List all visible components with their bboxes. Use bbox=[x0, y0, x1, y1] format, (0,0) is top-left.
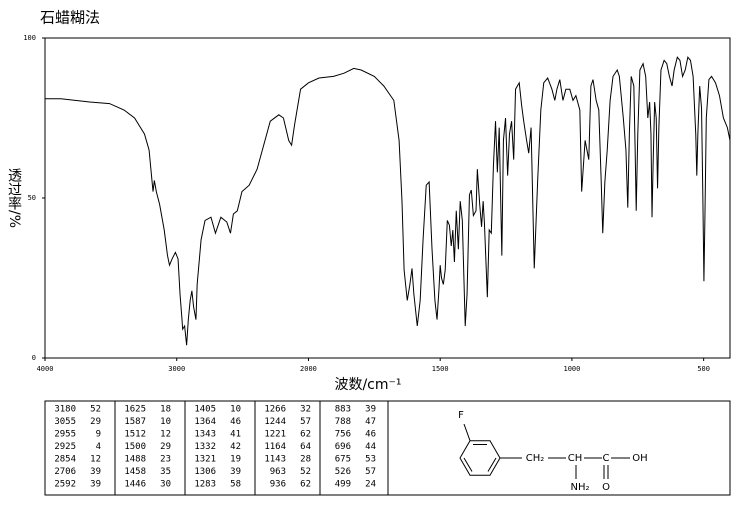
peak-wavenumber: 1446 bbox=[124, 480, 146, 490]
atom-label: CH₂ bbox=[526, 453, 545, 464]
peak-transmittance: 19 bbox=[230, 455, 241, 465]
peak-transmittance: 52 bbox=[90, 405, 101, 415]
x-tick-label: 2000 bbox=[300, 365, 317, 373]
peak-transmittance: 62 bbox=[300, 430, 311, 440]
y-tick-label: 100 bbox=[23, 34, 36, 42]
peak-transmittance: 46 bbox=[230, 417, 241, 427]
peak-wavenumber: 1405 bbox=[194, 405, 216, 415]
peak-wavenumber: 1488 bbox=[124, 455, 146, 465]
peak-wavenumber: 3180 bbox=[54, 405, 76, 415]
peak-wavenumber: 936 bbox=[270, 480, 286, 490]
peak-wavenumber: 696 bbox=[335, 442, 351, 452]
peak-wavenumber: 1512 bbox=[124, 430, 146, 440]
peak-wavenumber: 1306 bbox=[194, 467, 216, 477]
peak-transmittance: 35 bbox=[160, 467, 171, 477]
peak-transmittance: 52 bbox=[300, 467, 311, 477]
peak-wavenumber: 1143 bbox=[264, 455, 286, 465]
chart-title: 石蜡糊法 bbox=[40, 9, 100, 27]
peak-transmittance: 12 bbox=[90, 455, 101, 465]
peak-transmittance: 57 bbox=[365, 467, 376, 477]
peak-wavenumber: 1500 bbox=[124, 442, 146, 452]
peak-wavenumber: 526 bbox=[335, 467, 351, 477]
peak-wavenumber: 1266 bbox=[264, 405, 286, 415]
spectrum-line bbox=[45, 56, 731, 346]
peak-transmittance: 41 bbox=[230, 430, 241, 440]
peak-transmittance: 47 bbox=[365, 417, 376, 427]
atom-label: F bbox=[458, 410, 464, 421]
peak-transmittance: 10 bbox=[230, 405, 241, 415]
peak-transmittance: 53 bbox=[365, 455, 376, 465]
peak-transmittance: 9 bbox=[96, 430, 101, 440]
peak-wavenumber: 1458 bbox=[124, 467, 146, 477]
peak-transmittance: 29 bbox=[160, 442, 171, 452]
peak-wavenumber: 1221 bbox=[264, 430, 286, 440]
peak-transmittance: 39 bbox=[230, 467, 241, 477]
peak-wavenumber: 2925 bbox=[54, 442, 76, 452]
peak-wavenumber: 1343 bbox=[194, 430, 216, 440]
x-tick-label: 1500 bbox=[432, 365, 449, 373]
atom-label: NH₂ bbox=[570, 482, 589, 493]
peak-wavenumber: 2955 bbox=[54, 430, 76, 440]
peak-wavenumber: 2592 bbox=[54, 480, 76, 490]
y-tick-label: 0 bbox=[32, 354, 36, 362]
peak-wavenumber: 3055 bbox=[54, 417, 76, 427]
atom-label: O bbox=[602, 482, 610, 493]
peak-transmittance: 46 bbox=[365, 430, 376, 440]
peak-transmittance: 44 bbox=[365, 442, 376, 452]
y-tick-label: 50 bbox=[28, 194, 36, 202]
peak-transmittance: 39 bbox=[90, 480, 101, 490]
peak-transmittance: 4 bbox=[96, 442, 101, 452]
peak-transmittance: 58 bbox=[230, 480, 241, 490]
atom-label: C bbox=[603, 453, 610, 464]
peak-transmittance: 24 bbox=[365, 480, 376, 490]
peak-transmittance: 18 bbox=[160, 405, 171, 415]
peak-wavenumber: 2706 bbox=[54, 467, 76, 477]
y-axis-label: 透过率/% bbox=[6, 168, 22, 228]
peak-transmittance: 10 bbox=[160, 417, 171, 427]
peak-transmittance: 29 bbox=[90, 417, 101, 427]
peak-transmittance: 28 bbox=[300, 455, 311, 465]
peak-transmittance: 62 bbox=[300, 480, 311, 490]
peak-wavenumber: 1625 bbox=[124, 405, 146, 415]
peak-transmittance: 42 bbox=[230, 442, 241, 452]
peak-wavenumber: 883 bbox=[335, 405, 351, 415]
x-tick-label: 500 bbox=[697, 365, 710, 373]
peak-wavenumber: 756 bbox=[335, 430, 351, 440]
peak-wavenumber: 1321 bbox=[194, 455, 216, 465]
x-tick-label: 1000 bbox=[563, 365, 580, 373]
peak-transmittance: 39 bbox=[90, 467, 101, 477]
peak-wavenumber: 1364 bbox=[194, 417, 216, 427]
peak-wavenumber: 1332 bbox=[194, 442, 216, 452]
peak-wavenumber: 1587 bbox=[124, 417, 146, 427]
peak-transmittance: 57 bbox=[300, 417, 311, 427]
peak-wavenumber: 1244 bbox=[264, 417, 286, 427]
peak-transmittance: 32 bbox=[300, 405, 311, 415]
peak-transmittance: 12 bbox=[160, 430, 171, 440]
atom-label: OH bbox=[632, 453, 647, 464]
peak-wavenumber: 788 bbox=[335, 417, 351, 427]
x-tick-label: 3000 bbox=[168, 365, 185, 373]
x-axis-label: 波数/cm⁻¹ bbox=[334, 377, 401, 393]
peak-wavenumber: 2854 bbox=[54, 455, 76, 465]
peak-wavenumber: 1164 bbox=[264, 442, 286, 452]
peak-transmittance: 39 bbox=[365, 405, 376, 415]
peak-wavenumber: 675 bbox=[335, 455, 351, 465]
peak-transmittance: 64 bbox=[300, 442, 311, 452]
peak-wavenumber: 1283 bbox=[194, 480, 216, 490]
peak-wavenumber: 499 bbox=[335, 480, 351, 490]
x-tick-label: 4000 bbox=[37, 365, 54, 373]
peak-wavenumber: 963 bbox=[270, 467, 286, 477]
structure-bonds bbox=[459, 423, 630, 479]
atom-label: CH bbox=[568, 453, 583, 464]
peak-transmittance: 23 bbox=[160, 455, 171, 465]
peak-transmittance: 30 bbox=[160, 480, 171, 490]
